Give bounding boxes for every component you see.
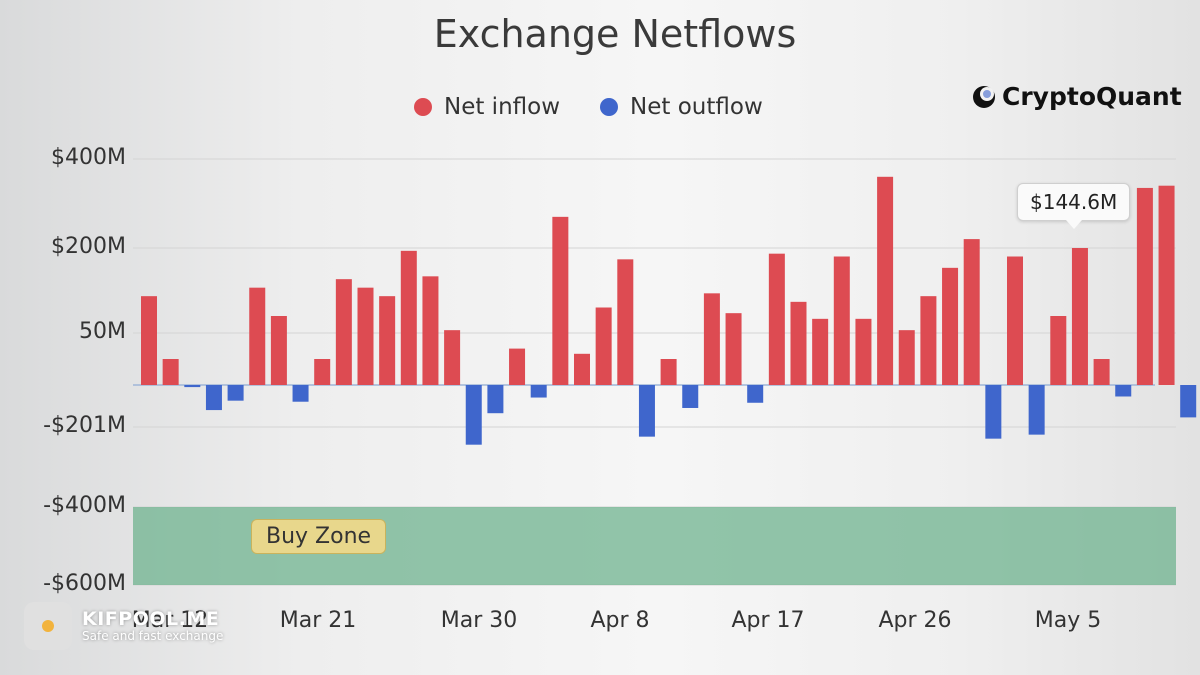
bar-43 <box>1071 248 1088 385</box>
bar-3 <box>205 385 222 411</box>
bar-29 <box>768 253 785 385</box>
bar-27 <box>725 313 742 385</box>
bar-33 <box>855 318 872 385</box>
y-tick-label: -$201M <box>43 413 126 438</box>
bar-14 <box>444 330 461 385</box>
legend-swatch-outflow <box>600 98 619 116</box>
bar-47 <box>1158 185 1175 385</box>
legend-swatch-inflow <box>414 98 432 116</box>
bar-4 <box>227 385 244 401</box>
x-tick-label: Apr 26 <box>878 608 952 633</box>
bar-44 <box>1093 359 1110 385</box>
bar-8 <box>314 359 331 385</box>
bar-20 <box>574 353 590 385</box>
bar-45 <box>1115 385 1132 397</box>
bar-22 <box>617 259 634 385</box>
bar-38 <box>963 239 980 385</box>
bar-41 <box>1028 385 1045 435</box>
bar-0 <box>141 296 157 385</box>
bar-25 <box>682 385 699 408</box>
bar-16 <box>487 385 504 414</box>
x-tick-label: Mar 21 <box>279 608 357 633</box>
cryptoquant-logo-icon <box>973 85 995 108</box>
x-tick-label: Mar 30 <box>440 608 518 633</box>
bar-18 <box>530 385 547 398</box>
bar-34 <box>877 176 894 385</box>
bar-40 <box>1007 256 1023 385</box>
bar-7 <box>292 385 309 402</box>
x-tick-label: Apr 8 <box>590 608 650 633</box>
bar-28 <box>747 385 764 403</box>
bar-36 <box>920 296 937 385</box>
buy-zone-label: Buy Zone <box>251 519 387 554</box>
bar-2 <box>184 385 201 388</box>
watermark-tagline: Safe and fast exchange <box>82 628 224 643</box>
bar-11 <box>379 296 396 385</box>
bar-23 <box>638 385 655 437</box>
bar-1 <box>162 359 179 385</box>
bar-15 <box>465 385 482 445</box>
bar-39 <box>985 385 1002 439</box>
watermark-name: KIFPOOL.ME <box>82 607 220 630</box>
watermark: KIFPOOL.ME Safe and fast exchange <box>24 602 223 650</box>
y-tick-label: -$600M <box>43 571 126 596</box>
bar-24 <box>660 359 677 385</box>
bar-46 <box>1136 187 1153 385</box>
brand-name: CryptoQuant <box>1002 82 1182 111</box>
bar-19 <box>552 216 569 385</box>
bar-17 <box>509 348 526 385</box>
legend-label-outflow: Net outflow <box>630 94 763 120</box>
value-callout: $144.6M <box>1017 183 1131 229</box>
bar-42 <box>1050 316 1067 385</box>
bar-37 <box>942 267 959 385</box>
chart-legend: Net inflow Net outflow <box>414 94 763 120</box>
bar-30 <box>790 301 807 385</box>
bar-31 <box>812 318 829 385</box>
y-tick-label: 50M <box>79 319 126 344</box>
bar-35 <box>898 330 915 385</box>
legend-item-inflow[interactable]: Net inflow <box>414 94 560 120</box>
bar-12 <box>400 250 417 385</box>
kifpool-logo-icon <box>24 602 72 650</box>
x-tick-label: May 5 <box>1034 608 1102 633</box>
legend-label-inflow: Net inflow <box>444 94 561 120</box>
y-tick-label: -$400M <box>43 493 126 518</box>
chart-title: Exchange Netflows <box>433 12 797 56</box>
bar-13 <box>422 276 439 385</box>
y-tick-label: $200M <box>51 234 126 259</box>
bar-5 <box>249 287 266 385</box>
bar-26 <box>703 293 720 385</box>
legend-item-outflow[interactable]: Net outflow <box>600 94 763 120</box>
bar-6 <box>270 316 287 385</box>
bar-10 <box>357 287 374 385</box>
y-tick-label: $400M <box>51 145 126 170</box>
x-tick-label: Mar 12 <box>131 608 209 633</box>
x-tick-label: Apr 17 <box>731 608 805 633</box>
bar-32 <box>833 256 850 385</box>
bar-48 <box>1180 385 1197 418</box>
brand-logo: CryptoQuant <box>972 82 1182 111</box>
bar-21 <box>595 307 612 385</box>
bar-9 <box>335 279 352 385</box>
